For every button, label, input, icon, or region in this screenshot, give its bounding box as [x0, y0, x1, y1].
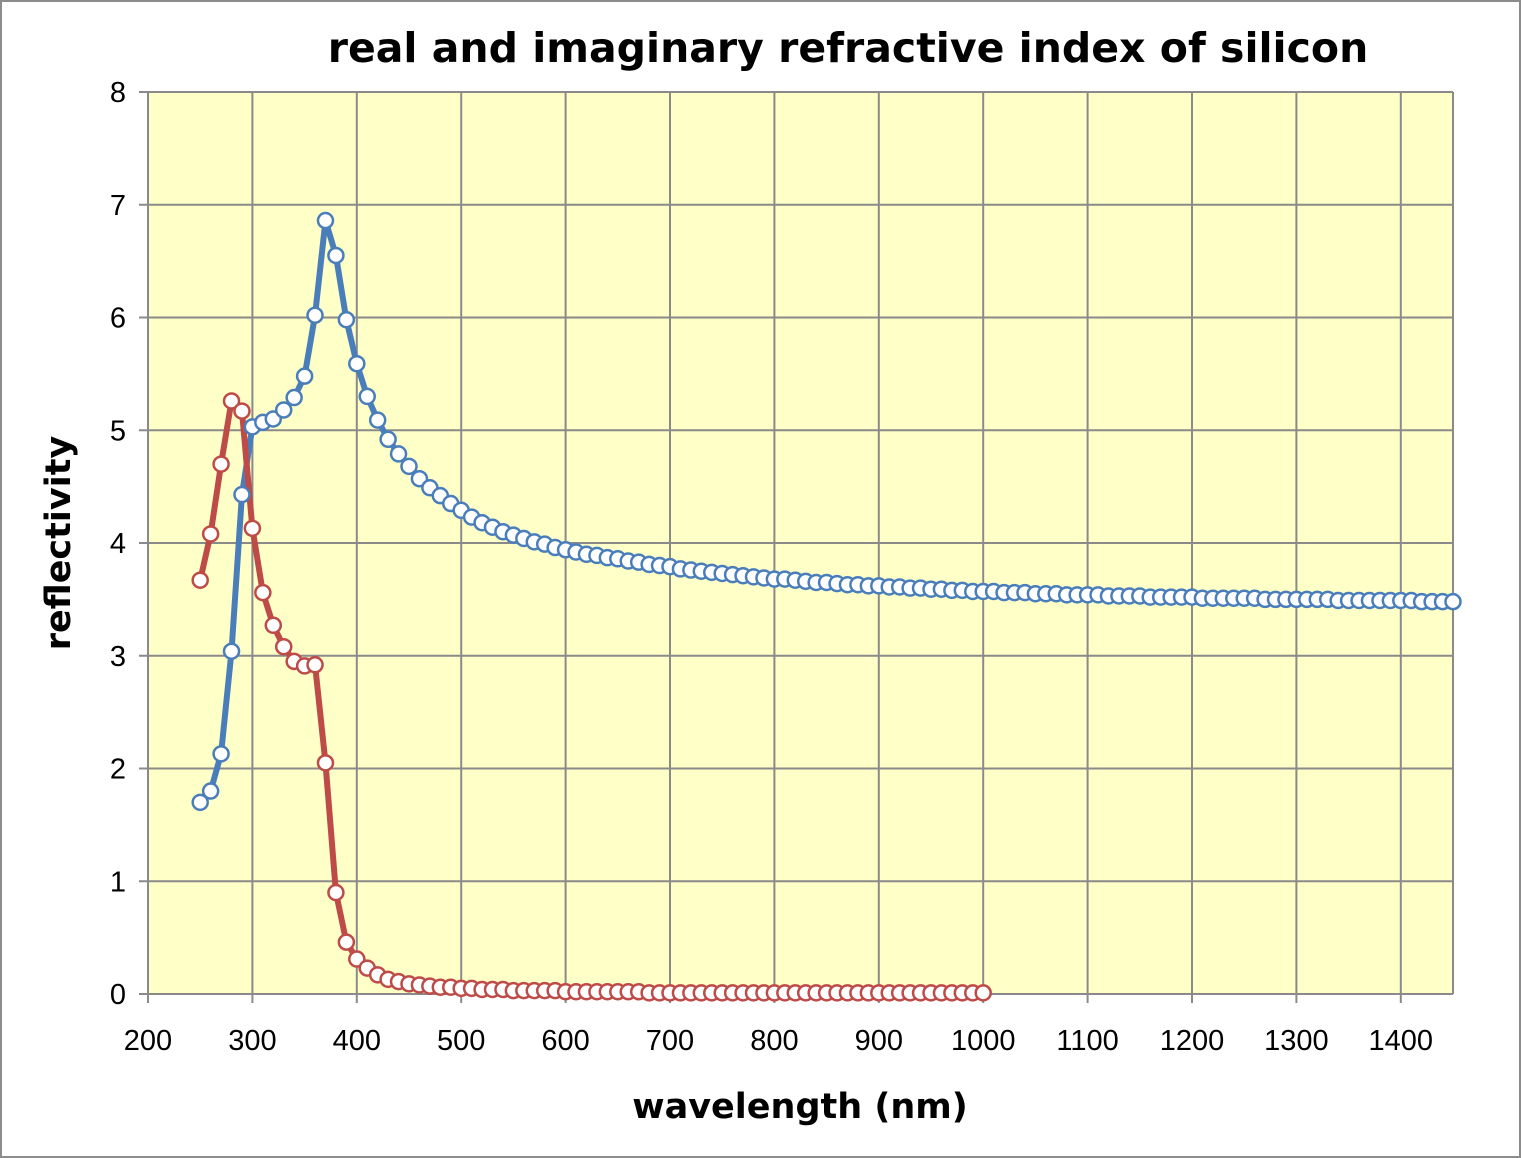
data-point-real [191, 793, 209, 812]
series-markers-real [191, 211, 1462, 812]
x-tick-label: 1200 [1160, 1025, 1225, 1057]
data-point-real [295, 367, 314, 385]
x-tick-label: 600 [541, 1025, 589, 1057]
y-tick-label: 5 [110, 415, 126, 447]
y-tick-label: 0 [110, 979, 126, 1011]
y-tick-label: 8 [110, 77, 126, 109]
data-point-real [327, 246, 345, 265]
y-tick-label: 6 [110, 303, 126, 335]
data-point-imaginary [243, 519, 262, 538]
data-point-real [400, 457, 418, 476]
data-point-imaginary [316, 754, 335, 772]
data-point-real [222, 642, 241, 660]
x-tick-label: 1300 [1264, 1025, 1329, 1057]
data-point-real [389, 445, 408, 463]
x-tick-label: 200 [124, 1025, 172, 1057]
data-point-imaginary [306, 656, 324, 674]
y-tick-label: 1 [110, 866, 126, 898]
data-point-real [348, 354, 366, 373]
y-tick-label: 4 [110, 528, 126, 560]
x-tick-label: 300 [228, 1025, 276, 1057]
data-point-imaginary [233, 402, 251, 420]
data-point-imaginary [254, 583, 272, 602]
data-point-real [233, 485, 251, 504]
data-point-real [306, 306, 324, 324]
data-point-imaginary [222, 392, 241, 410]
x-tick-label: 400 [333, 1025, 381, 1057]
data-point-real [1444, 592, 1462, 611]
data-point-imaginary [212, 455, 230, 473]
x-tick-label: 800 [750, 1025, 798, 1057]
y-axis-title: reflectivity [39, 436, 79, 651]
data-point-real [358, 387, 376, 406]
x-tick-label: 500 [437, 1025, 485, 1057]
data-point-real [316, 211, 335, 230]
data-point-imaginary [191, 571, 209, 589]
series-layer [191, 211, 1462, 1002]
grid-lines [148, 91, 1454, 994]
series-markers-imaginary [191, 392, 992, 1002]
x-tick-label: 1000 [951, 1025, 1016, 1057]
data-point-real [212, 745, 230, 763]
data-point-imaginary [264, 616, 283, 635]
data-point-imaginary [337, 933, 356, 951]
y-tick-label: 7 [110, 190, 126, 222]
y-tick-label: 3 [110, 641, 126, 673]
tick-labels: 0 1 2 3 4 5 6 7 8 200 300 400 500 600 700 800 900 1000 110… [110, 77, 1433, 1057]
data-point-real [337, 311, 356, 329]
data-point-imaginary [327, 883, 345, 902]
data-point-real [285, 388, 303, 407]
data-point-imaginary [274, 637, 293, 656]
x-axis-title: wavelength (nm) [632, 1087, 967, 1127]
chart-title: real and imaginary refractive index of s… [328, 24, 1369, 72]
data-point-imaginary [974, 984, 992, 1002]
data-point-real [274, 401, 293, 419]
x-tick-label: 700 [646, 1025, 694, 1057]
x-tick-label: 1100 [1056, 1025, 1118, 1057]
data-point-real [379, 430, 397, 449]
x-tick-label: 900 [855, 1025, 903, 1057]
x-tick-label: 1400 [1369, 1025, 1434, 1057]
y-tick-label: 2 [110, 754, 126, 786]
data-point-imaginary [201, 525, 220, 543]
data-point-real [368, 411, 387, 429]
data-point-real [201, 782, 220, 800]
